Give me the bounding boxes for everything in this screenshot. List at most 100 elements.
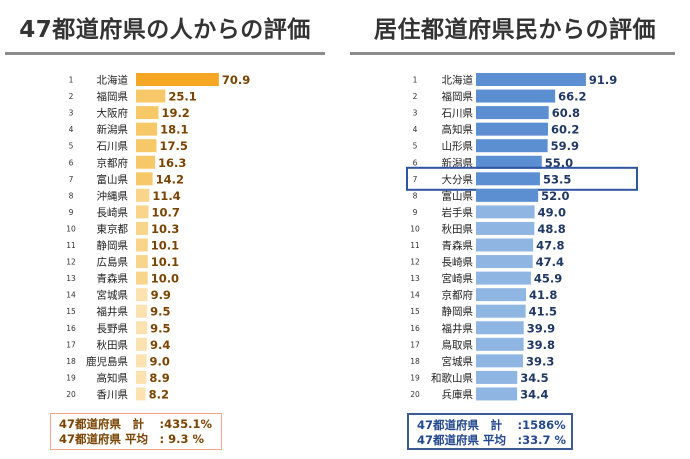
- right-title-underline: [350, 52, 675, 55]
- value-label: 39.8: [527, 338, 555, 352]
- category-label: 沖縄県: [97, 189, 129, 202]
- rank-label: 4: [69, 125, 74, 134]
- category-label: 秋田県: [442, 222, 474, 235]
- left-summary-total: 47都道府県 計 :435.1%: [59, 417, 213, 431]
- value-label: 41.8: [529, 288, 557, 302]
- bar: [476, 370, 518, 384]
- category-label: 長崎県: [97, 206, 129, 219]
- category-label: 青森県: [97, 272, 129, 285]
- category-label: 北海道: [97, 74, 129, 87]
- rank-label: 4: [413, 125, 418, 134]
- category-label: 鳥取県: [442, 338, 474, 351]
- category-label: 宮城県: [97, 289, 129, 302]
- rank-label: 1: [69, 76, 74, 85]
- bar: [136, 238, 148, 252]
- bar: [476, 337, 524, 351]
- category-label: 岩手県: [442, 206, 474, 219]
- category-label: 北海道: [442, 74, 474, 87]
- value-label: 60.8: [552, 106, 580, 120]
- bar: [476, 321, 524, 335]
- value-label: 47.8: [536, 239, 564, 253]
- bar: [136, 155, 156, 169]
- bar: [476, 205, 535, 219]
- category-label: 宮城県: [442, 355, 474, 368]
- value-label: 41.5: [529, 305, 557, 319]
- value-label: 66.2: [558, 90, 586, 104]
- value-label: 34.5: [520, 371, 548, 385]
- value-label: 53.5: [543, 172, 571, 186]
- right-summary-total: 47都道府県 計 :1586%: [417, 418, 566, 432]
- category-label: 山形県: [442, 141, 474, 153]
- category-label: 大阪府: [97, 107, 129, 120]
- value-label: 19.2: [161, 106, 189, 120]
- rank-label: 8: [413, 191, 418, 200]
- category-label: 東京都: [97, 222, 129, 235]
- bar: [136, 370, 147, 384]
- bar: [136, 337, 147, 351]
- rank-label: 17: [66, 340, 76, 349]
- category-label: 福岡県: [97, 90, 129, 103]
- bar: [136, 89, 166, 103]
- rank-label: 7: [413, 175, 418, 184]
- rank-label: 18: [410, 357, 420, 366]
- bar: [476, 304, 526, 318]
- category-label: 福井県: [442, 322, 474, 335]
- rank-label: 19: [66, 373, 76, 382]
- value-label: 48.8: [537, 222, 565, 236]
- left-panel-title: 47都道府県の人からの評価: [19, 17, 311, 43]
- value-label: 10.0: [151, 272, 179, 286]
- right-panel: 居住都道府県民からの評価 1 北海道 91.9 2 福岡県 66.2 3 石川県 60.8 4 高知…: [345, 0, 690, 459]
- category-label: 石川県: [97, 141, 129, 153]
- rank-label: 9: [413, 208, 418, 217]
- value-label: 9.0: [150, 354, 170, 368]
- value-label: 9.5: [150, 321, 170, 335]
- bar: [476, 89, 556, 103]
- rank-label: 15: [410, 307, 420, 316]
- value-label: 70.9: [222, 73, 250, 87]
- bar: [136, 387, 146, 401]
- value-label: 52.0: [541, 189, 569, 203]
- category-label: 青森県: [442, 239, 474, 252]
- bar: [476, 221, 535, 235]
- value-label: 9.9: [151, 288, 171, 302]
- value-label: 17.5: [159, 139, 187, 153]
- bar: [136, 139, 157, 153]
- bar: [136, 304, 148, 318]
- bar: [136, 106, 159, 120]
- bar: [476, 139, 548, 153]
- value-label: 39.9: [527, 321, 555, 335]
- category-label: 富山県: [97, 173, 129, 186]
- rank-label: 7: [69, 175, 74, 184]
- bar: [136, 122, 158, 136]
- value-label: 14.2: [156, 172, 184, 186]
- category-label: 広島県: [97, 256, 129, 269]
- value-label: 55.0: [545, 156, 573, 170]
- rank-label: 20: [410, 390, 420, 399]
- rank-label: 20: [66, 390, 76, 399]
- value-label: 60.2: [551, 123, 579, 137]
- category-label: 福岡県: [442, 90, 474, 103]
- value-label: 45.9: [534, 272, 562, 286]
- category-label: 静岡県: [442, 305, 474, 318]
- left-bar-chart: 1 北海道 70.9 2 福岡県 25.1 3 大阪府 19.2 4 新潟県 18.1 5 石川県 17.5…: [66, 73, 250, 401]
- rank-label: 16: [66, 324, 76, 333]
- right-panel-title: 居住都道府県民からの評価: [374, 17, 656, 43]
- rank-label: 19: [410, 373, 420, 382]
- rank-label: 3: [413, 109, 418, 118]
- category-label: 高知県: [442, 123, 474, 136]
- rank-label: 14: [66, 291, 76, 300]
- category-label: 鹿児島県: [86, 355, 128, 368]
- bar: [136, 255, 148, 269]
- category-label: 宮崎県: [442, 272, 474, 285]
- rank-label: 17: [410, 340, 420, 349]
- value-label: 10.7: [152, 205, 180, 219]
- value-label: 8.2: [149, 387, 169, 401]
- category-label: 京都府: [97, 156, 129, 169]
- value-label: 9.4: [150, 338, 170, 352]
- value-label: 91.9: [589, 73, 617, 87]
- rank-label: 9: [69, 208, 74, 217]
- rank-label: 1: [413, 76, 418, 85]
- rank-label: 10: [410, 224, 420, 233]
- rank-label: 8: [69, 191, 74, 200]
- value-label: 25.1: [168, 90, 196, 104]
